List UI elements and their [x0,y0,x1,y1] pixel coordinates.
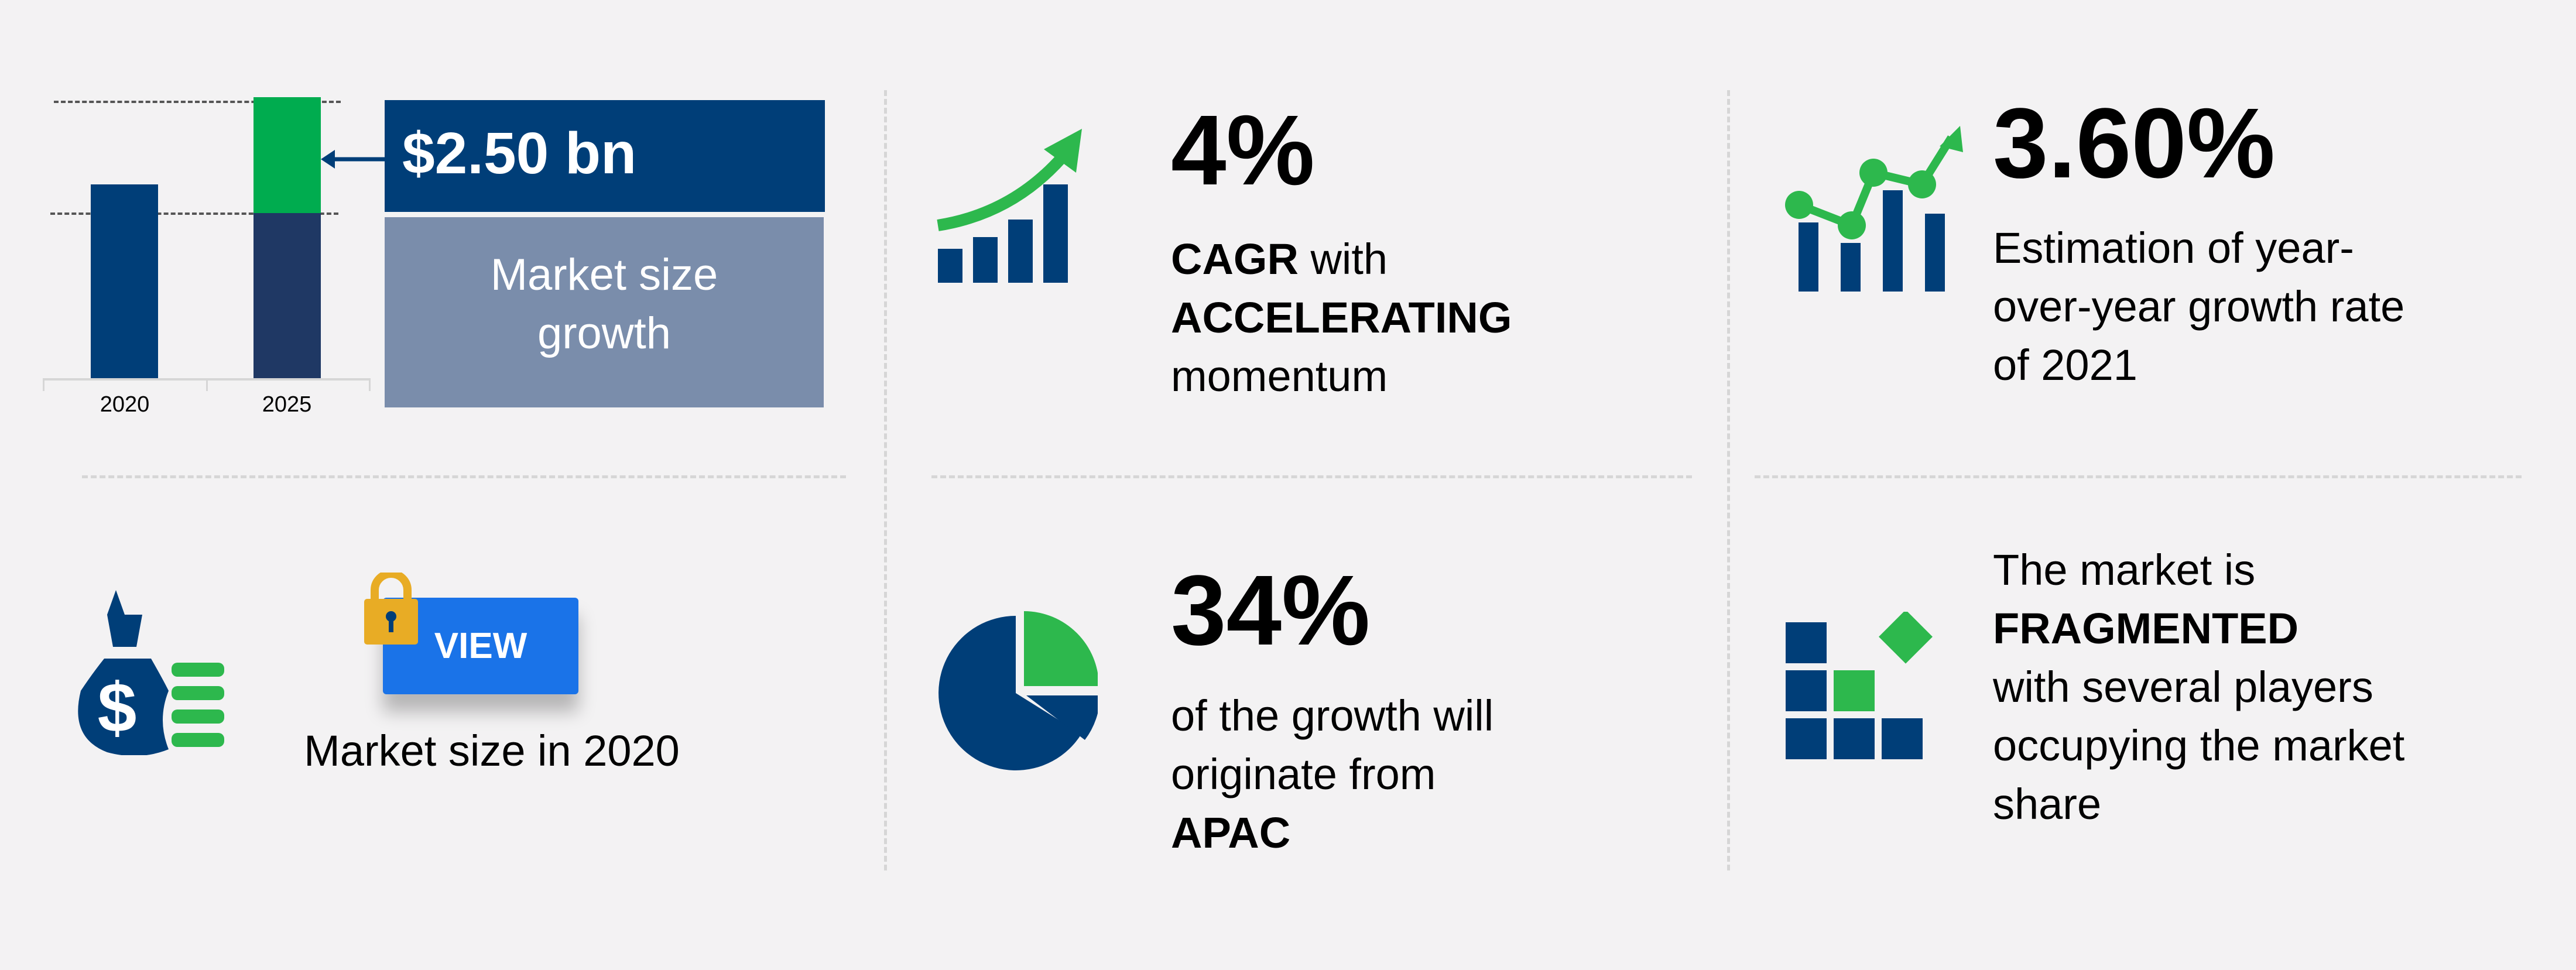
landscape-description: The market is FRAGMENTED with several pl… [1993,541,2404,834]
yoy-value: 3.60% [1993,88,2276,199]
cagr-text: with [1298,235,1388,283]
money-bag-icon: $ [78,590,224,755]
rising-bar-chart-icon [937,129,1082,283]
bar-2025-growth [254,97,321,213]
axis-tick [206,378,208,391]
divider [1727,90,1730,870]
market-size-2020-label: Market size in 2020 [304,726,680,775]
arrow-left-icon [321,150,386,169]
svg-text:$: $ [98,669,137,747]
yoy-text: over-year growth rate [1993,282,2405,331]
x-tick-label: 2025 [262,392,312,417]
landscape-text: The market is [1993,546,2256,594]
yoy-text: Estimation of year- [1993,224,2354,272]
yoy-text: of 2021 [1993,341,2137,389]
divider [82,475,846,478]
region-text: of the growth will [1171,691,1494,740]
cagr-value: 4% [1171,95,1315,206]
fragmented-blocks-icon [1786,612,1933,759]
divider [884,90,887,870]
reference-line [50,212,338,215]
momentum-label: ACCELERATING [1171,293,1512,342]
yoy-description: Estimation of year- over-year growth rat… [1993,219,2404,395]
axis-tick [43,378,44,391]
growth-value: $2.50 bn [402,121,637,186]
cagr-text: momentum [1171,352,1388,400]
axis-tick [369,378,371,391]
fragmented-label: FRAGMENTED [1993,604,2299,653]
cagr-label: CAGR [1171,235,1299,283]
cagr-description: CAGR with ACCELERATING momentum [1171,230,1512,406]
growth-label: Market size growth [490,249,718,358]
landscape-text: occupying the market [1993,721,2405,770]
region-text: originate from [1171,750,1436,798]
reference-line [54,101,341,103]
region-description: of the growth will originate from APAC [1171,687,1493,862]
divider [1755,475,2522,478]
region-name: APAC [1171,808,1291,857]
lock-icon [364,573,418,645]
pie-chart-icon [938,611,1098,770]
landscape-text: with several players [1993,663,2373,711]
growth-value-box: $2.50 bn [385,100,825,212]
landscape-text: share [1993,780,2102,828]
x-tick-label: 2020 [100,392,150,417]
growth-label-box: Market size growth [385,217,824,407]
line-bar-chart-icon [1785,126,1963,292]
bar-2020 [91,184,158,378]
view-button-label: VIEW [434,626,527,666]
divider [931,475,1692,478]
bar-2025-base [254,213,321,378]
region-value: 34% [1171,555,1371,666]
